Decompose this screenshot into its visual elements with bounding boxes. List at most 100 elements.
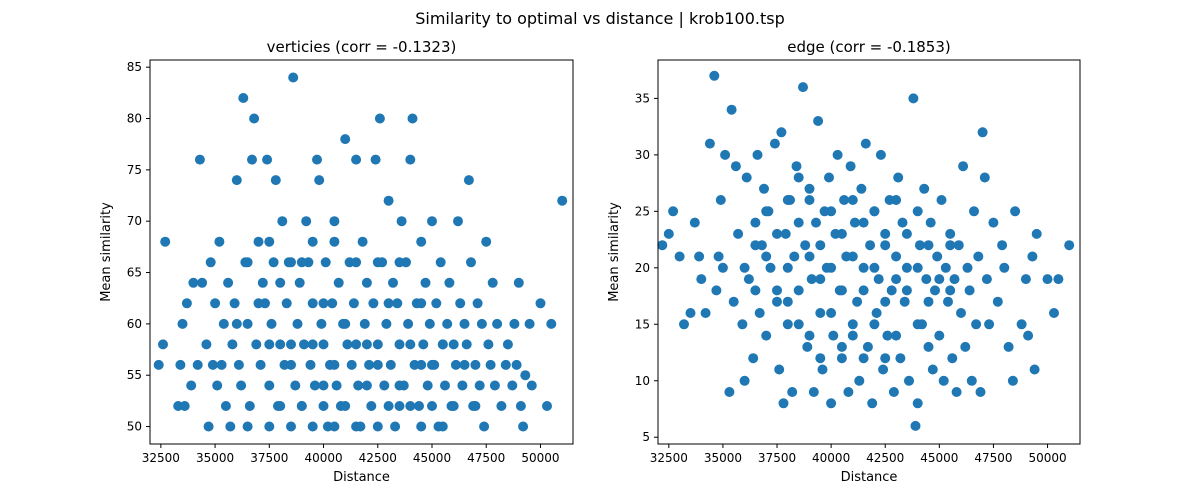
data-point	[264, 421, 275, 432]
data-point	[455, 298, 466, 309]
data-point	[836, 341, 847, 352]
data-point	[836, 285, 847, 296]
y-axis-label: Mean similarity	[607, 202, 622, 302]
data-point	[424, 318, 435, 329]
data-point	[849, 217, 860, 228]
data-point	[709, 70, 720, 81]
data-point	[826, 398, 837, 409]
data-point	[186, 380, 197, 391]
data-point	[815, 240, 826, 251]
data-point	[242, 421, 253, 432]
x-tick-label: 32500	[142, 451, 180, 465]
data-point	[813, 116, 824, 126]
data-point	[470, 401, 481, 411]
data-point	[674, 251, 685, 262]
data-point	[312, 154, 322, 165]
data-point	[750, 240, 761, 251]
data-point	[372, 359, 383, 370]
data-point	[927, 364, 938, 375]
data-point	[383, 401, 394, 411]
data-point	[826, 206, 837, 217]
data-point	[717, 262, 728, 273]
data-point	[301, 216, 312, 227]
data-point	[364, 359, 375, 370]
data-point	[351, 339, 362, 350]
data-point	[479, 421, 490, 432]
data-point	[340, 401, 351, 411]
y-tick-label: 60	[127, 317, 142, 331]
scatter-panel-verticies: 32500 35000 37500 40000 42500 45000 47500 50000…	[99, 38, 574, 485]
data-point	[427, 401, 437, 411]
data-point	[730, 161, 741, 172]
x-tick-label: 37500	[758, 451, 796, 465]
data-point	[212, 380, 223, 391]
data-point	[205, 257, 216, 268]
data-point	[1029, 364, 1040, 375]
data-point	[481, 236, 492, 247]
data-point	[288, 72, 299, 83]
data-point	[474, 380, 485, 391]
data-point	[368, 298, 379, 309]
data-point	[511, 359, 522, 370]
y-tick-label: 85	[127, 60, 142, 74]
data-point	[815, 353, 826, 364]
data-point	[782, 319, 793, 330]
data-point	[867, 398, 878, 409]
data-point	[828, 330, 839, 341]
data-point	[992, 296, 1003, 307]
data-point	[793, 319, 804, 330]
data-point	[277, 216, 288, 227]
data-point	[912, 262, 923, 273]
data-point	[759, 183, 769, 194]
data-point	[225, 421, 236, 432]
data-point	[266, 318, 277, 329]
data-point	[836, 228, 847, 239]
data-point	[405, 339, 416, 350]
data-point	[238, 93, 249, 103]
data-point	[949, 274, 960, 285]
data-point	[427, 216, 437, 227]
data-point	[542, 401, 552, 411]
data-point	[296, 401, 307, 411]
data-point	[951, 387, 962, 397]
data-point	[372, 339, 383, 350]
data-point	[416, 236, 427, 247]
data-point	[847, 195, 858, 205]
data-point	[370, 154, 381, 165]
data-points	[153, 72, 568, 432]
data-point	[333, 277, 344, 288]
data-point	[824, 172, 834, 183]
data-point	[361, 339, 372, 350]
data-point	[286, 421, 296, 432]
x-tick-label: 50000	[521, 451, 559, 465]
data-point	[318, 380, 329, 391]
data-point	[286, 257, 296, 268]
data-point	[546, 318, 557, 329]
data-point	[981, 274, 992, 285]
data-point	[977, 127, 988, 138]
data-point	[416, 421, 427, 432]
data-point	[557, 195, 568, 206]
data-point	[748, 353, 759, 364]
data-point	[836, 353, 847, 364]
data-point	[882, 330, 893, 341]
data-point	[689, 217, 700, 228]
data-point	[459, 359, 470, 370]
y-tick-label: 30	[635, 148, 650, 162]
data-point	[663, 228, 674, 239]
data-point	[694, 251, 705, 262]
data-point	[307, 421, 318, 432]
data-point	[696, 274, 707, 285]
data-point	[431, 298, 442, 309]
data-point	[340, 318, 351, 329]
data-point	[440, 380, 450, 391]
y-tick-label: 50	[127, 420, 142, 434]
data-point	[453, 216, 463, 227]
data-point	[704, 138, 715, 149]
data-point	[188, 277, 199, 288]
data-point	[483, 339, 494, 350]
data-point	[244, 401, 255, 411]
data-point	[869, 206, 880, 217]
data-point	[943, 296, 953, 307]
data-point	[886, 285, 897, 296]
